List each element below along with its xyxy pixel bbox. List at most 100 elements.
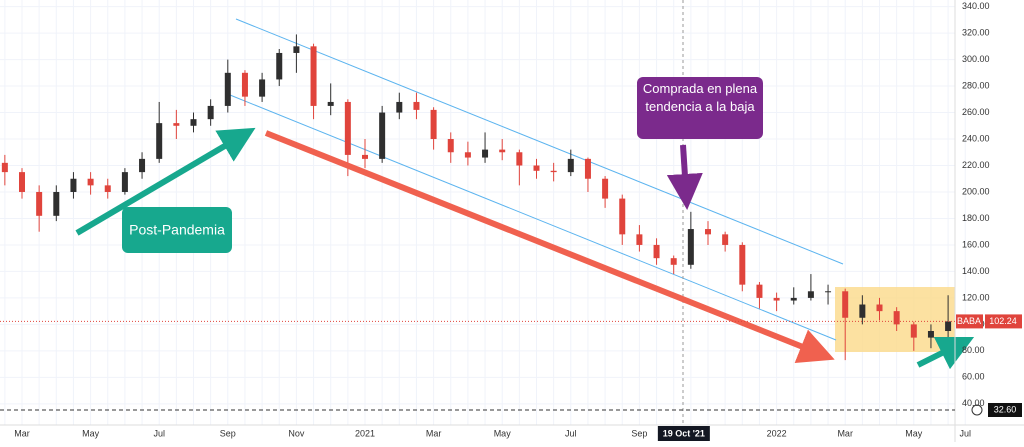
y-tick-label: 80.00: [962, 345, 985, 355]
candle-body: [259, 79, 266, 97]
y-tick-label: 160.00: [962, 239, 990, 249]
candle-body: [876, 304, 883, 312]
candle-body: [893, 311, 900, 325]
last-price: 102.24: [989, 316, 1017, 326]
candle-body: [927, 330, 934, 338]
candle-body: [619, 198, 626, 235]
annotation-wrap: Comprada en plena tendencia a la baja: [642, 81, 758, 114]
candle-body: [362, 154, 368, 159]
candle-body: [516, 152, 523, 166]
candle-body: [310, 46, 317, 106]
candle-body: [36, 191, 43, 216]
arrow-up: [75, 127, 256, 236]
candle-body: [293, 46, 300, 53]
candle-body: [482, 149, 489, 158]
candle-body: [327, 101, 334, 106]
scale-label: 32.60: [994, 404, 1017, 414]
arrow-down: [264, 130, 835, 364]
candle-body: [807, 291, 814, 298]
x-tick-label: Jul: [959, 428, 971, 438]
candle-body: [842, 291, 849, 318]
candle-body: [859, 304, 866, 318]
candle-body: [550, 170, 557, 173]
channel-top: [235, 18, 844, 265]
y-tick-label: 320.00: [962, 27, 990, 37]
candle-body: [207, 105, 214, 120]
candle-body: [722, 234, 729, 245]
candle-body: [584, 158, 591, 179]
candle-body: [344, 101, 351, 155]
y-tick-label: 40.00: [962, 398, 985, 408]
candle-body: [790, 297, 797, 301]
candle-body: [139, 158, 146, 173]
x-tick-label: Mar: [14, 428, 30, 438]
x-tick-label: May: [494, 428, 512, 438]
channel-bottom: [229, 94, 837, 341]
x-tick-label: Sep: [631, 428, 647, 438]
candle-body: [121, 172, 128, 192]
candle-body: [190, 119, 197, 126]
x-tick-label: Sep: [220, 428, 236, 438]
candle-body: [670, 258, 677, 265]
candle-body: [173, 123, 180, 126]
x-tick-label: Nov: [288, 428, 305, 438]
price-badge: [985, 314, 1022, 329]
y-tick-label: 120.00: [962, 292, 990, 302]
candle-body: [653, 244, 660, 259]
candle-body: [533, 165, 540, 171]
candle-body: [447, 139, 454, 153]
annotation: Comprada en plena tendencia a la baja: [642, 81, 758, 114]
y-tick-label: 180.00: [962, 213, 990, 223]
annotation-box: [637, 77, 763, 139]
y-tick-label: 300.00: [962, 54, 990, 64]
candle-body: [430, 109, 437, 140]
candle-body: [224, 72, 231, 106]
y-tick-label: 240.00: [962, 133, 990, 143]
symbol: BABA: [957, 316, 981, 326]
scale-badge: [988, 403, 1022, 417]
arrow-buy: [666, 144, 703, 210]
candle-body: [910, 324, 917, 338]
candle-body: [70, 178, 77, 192]
candle-body: [567, 158, 574, 173]
candle-body: [104, 185, 111, 192]
candle-body: [756, 284, 763, 298]
candle-body: [945, 321, 952, 331]
candle-body: [705, 229, 711, 235]
y-tick-label: 340.00: [962, 1, 990, 11]
candle-body: [87, 178, 94, 186]
annotation-box: [122, 207, 232, 253]
x-tick-label: 2021: [355, 428, 375, 438]
candle-body: [53, 191, 60, 216]
candle-body: [499, 149, 506, 153]
candle-body: [636, 234, 643, 245]
symbol-badge: [956, 314, 983, 329]
arrow-up-small: [916, 336, 975, 370]
candle-body: [825, 291, 832, 293]
candle-body: [241, 72, 248, 97]
x-tick-label: Jul: [565, 428, 577, 438]
candle-body: [156, 123, 163, 159]
candle-body: [19, 172, 25, 192]
candle-body: [602, 178, 609, 199]
candle-body: [1, 162, 8, 173]
y-tick-label: 260.00: [962, 107, 990, 117]
candle-body: [276, 52, 283, 80]
x-tick-label: 19 Oct '21: [663, 428, 705, 438]
y-tick-label: 220.00: [962, 160, 990, 170]
candle-body: [773, 297, 780, 301]
x-tick-label: 2022: [767, 428, 787, 438]
candle-body: [464, 152, 471, 158]
x-tick-label: May: [905, 428, 923, 438]
icon[interactable]: [971, 404, 983, 416]
y-tick-label: 200.00: [962, 186, 990, 196]
annotation: Post-Pandemia: [129, 222, 225, 238]
candle-body: [379, 112, 386, 159]
candle-body: [739, 244, 746, 285]
crosshair-badge: [657, 426, 710, 441]
candle-body: [413, 101, 420, 110]
x-tick-label: May: [82, 428, 100, 438]
y-tick-label: 60.00: [962, 372, 985, 382]
x-tick-label: Jul: [153, 428, 165, 438]
